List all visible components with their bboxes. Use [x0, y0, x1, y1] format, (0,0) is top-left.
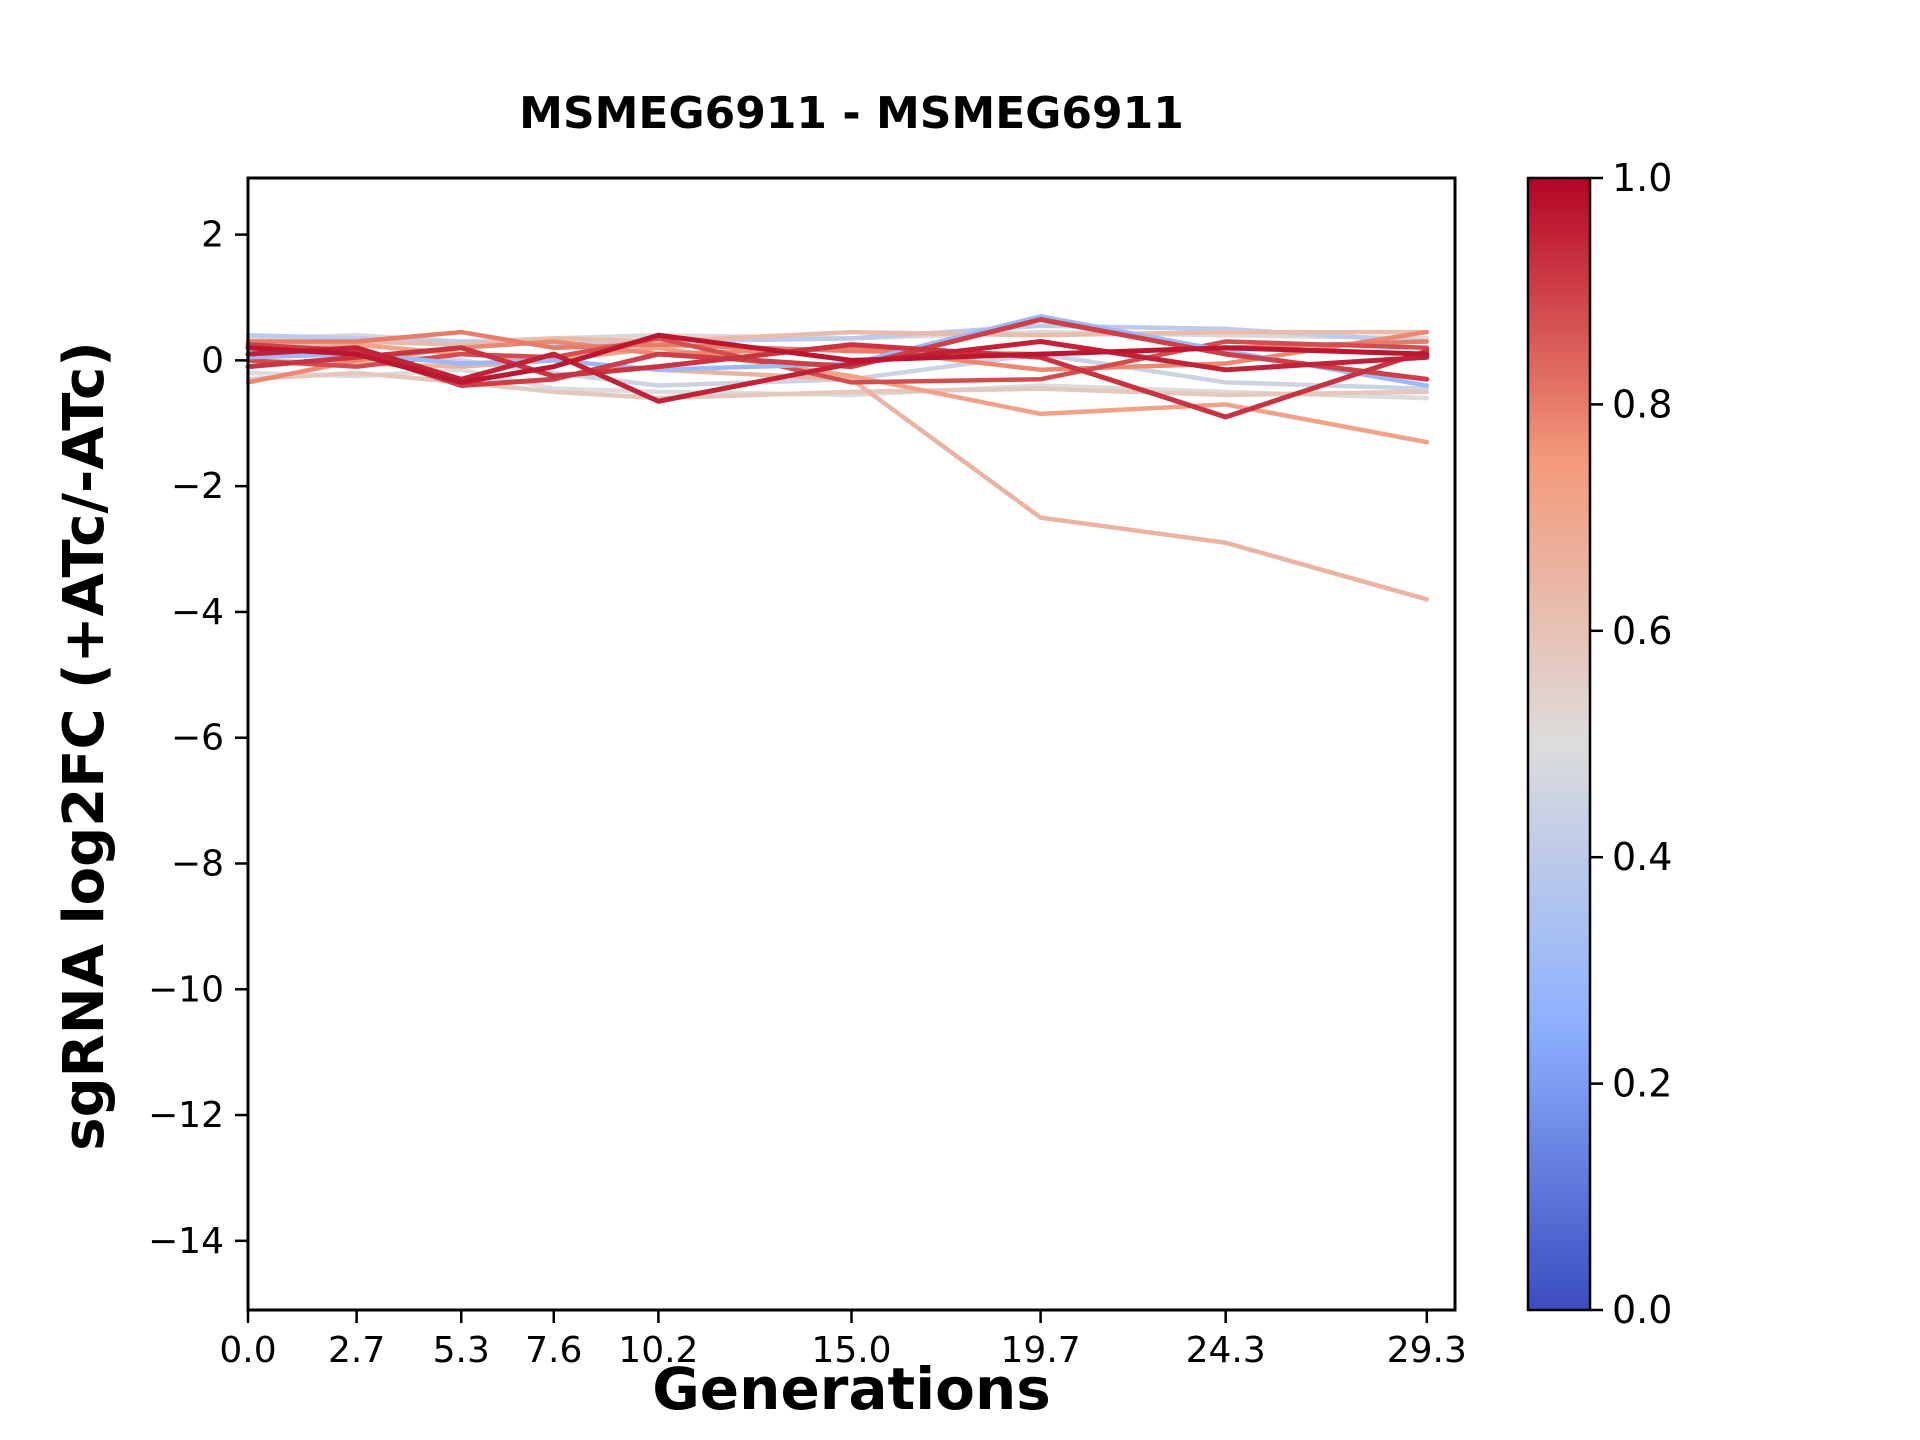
y-tick-label: −12 — [148, 1095, 224, 1136]
x-tick-label: 7.6 — [525, 1330, 582, 1371]
series-line — [245, 342, 1430, 445]
y-tick-label: −14 — [148, 1221, 224, 1262]
series-line — [245, 332, 1430, 385]
x-tick-label: 24.3 — [1186, 1330, 1266, 1371]
x-tick-label: 2.7 — [328, 1330, 385, 1371]
y-tick-label: −4 — [171, 592, 224, 633]
y-tick-label: −10 — [148, 969, 224, 1010]
series-line — [245, 329, 1430, 351]
x-tick-label: 10.2 — [618, 1330, 698, 1371]
series-line — [245, 339, 1430, 404]
y-tick-label: 0 — [201, 340, 224, 381]
colorbar-tick-label: 0.8 — [1612, 382, 1672, 426]
colorbar-tick-label: 0.0 — [1612, 1288, 1672, 1332]
colorbar-gradient — [1528, 178, 1590, 1310]
colorbar-tick-label: 0.6 — [1612, 609, 1672, 653]
colorbar-tick-label: 1.0 — [1612, 156, 1672, 200]
y-tick-label: −6 — [171, 718, 224, 759]
y-tick-label: −8 — [171, 843, 224, 884]
chart-title: MSMEG6911 - MSMEG6911 — [519, 88, 1184, 139]
x-axis-label: Generations — [652, 1355, 1051, 1423]
y-tick-label: 2 — [201, 215, 224, 256]
x-tick-label: 15.0 — [811, 1330, 891, 1371]
x-tick-label: 19.7 — [1001, 1330, 1081, 1371]
x-tick-label: 29.3 — [1387, 1330, 1467, 1371]
series-line — [245, 370, 1430, 401]
colorbar-tick-label: 0.2 — [1612, 1062, 1672, 1106]
x-tick-label: 5.3 — [433, 1330, 490, 1371]
colorbar-tick-label: 0.4 — [1612, 835, 1672, 879]
colorbar-frame — [1526, 176, 1592, 1312]
x-tick-label: 0.0 — [219, 1330, 276, 1371]
y-tick-label: −2 — [171, 466, 224, 507]
series-line — [245, 342, 1430, 420]
